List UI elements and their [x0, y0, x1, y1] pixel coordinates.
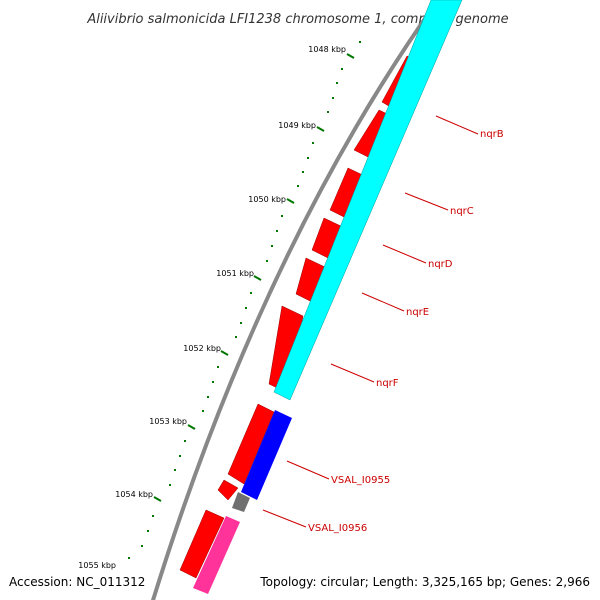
tick-minor [271, 245, 273, 247]
leader-line-nqrC [404, 192, 449, 211]
tick-minor [250, 292, 252, 294]
tick-major-1052 [220, 350, 229, 356]
tick-minor [332, 97, 334, 99]
leader-line-nqrB [435, 115, 479, 135]
pink-feature [193, 516, 240, 594]
tick-minor [147, 530, 149, 532]
blue-feature [241, 410, 292, 500]
tick-major-1050 [286, 198, 295, 204]
tick-minor [281, 215, 283, 217]
leader-line-VSAL_I0955 [286, 460, 330, 480]
tick-minor [217, 366, 219, 368]
tick-minor [276, 230, 278, 232]
gene-label-VSAL_I0956: VSAL_I0956 [308, 523, 367, 534]
tick-minor [128, 557, 130, 559]
tick-minor [302, 171, 304, 173]
leader-line-VSAL_I0956 [262, 509, 307, 528]
gene-label-nqrF: nqrF [376, 378, 399, 389]
tick-label-1052: 1052 kbp [183, 344, 221, 353]
tick-minor [184, 440, 186, 442]
tick-minor [266, 260, 268, 262]
tick-label-1048: 1048 kbp [308, 45, 346, 54]
tick-minor [341, 68, 343, 70]
gray-feature [232, 492, 250, 512]
tick-minor [297, 185, 299, 187]
leader-line-nqrF [330, 363, 375, 383]
tick-minor [174, 469, 176, 471]
tick-label-1053: 1053 kbp [149, 417, 187, 426]
tick-marks: 1048 kbp 1049 kbp 1050 kbp 1051 kbp 1052… [78, 45, 355, 570]
tick-minor [327, 111, 329, 113]
tick-minor [312, 142, 314, 144]
tick-minor [336, 82, 338, 84]
tick-minor [240, 322, 242, 324]
gene-arrow-red-8 [227, 403, 275, 485]
accession-text: Accession: NC_011312 [9, 575, 145, 589]
tick-minor [179, 455, 181, 457]
gene-label-nqrB: nqrB [480, 129, 504, 140]
tick-label-1054: 1054 kbp [115, 490, 153, 499]
tick-label-1049: 1049 kbp [278, 121, 316, 130]
gene-label-nqrD: nqrD [428, 259, 453, 270]
tick-minor [152, 515, 154, 517]
reverse-cds-band [273, 0, 463, 401]
tick-minor [307, 157, 309, 159]
tick-minor [359, 41, 361, 43]
gene-arrow-red-9 [217, 479, 239, 501]
tick-minor [245, 307, 247, 309]
tick-minor [207, 396, 209, 398]
tick-major-1051 [253, 275, 262, 281]
tick-minor [141, 545, 143, 547]
gene-label-nqrE: nqrE [406, 307, 429, 318]
gene-labels: nqrB nqrC nqrD nqrE nqrF VSAL_I0955 VSAL… [262, 115, 504, 534]
tick-minor [169, 484, 171, 486]
gene-arrow-red-10 [179, 509, 225, 579]
tick-major-1048 [346, 53, 355, 59]
tick-minor [202, 410, 204, 412]
tick-minor [212, 381, 214, 383]
tick-label-1055: 1055 kbp [78, 561, 116, 570]
topology-text: Topology: circular; Length: 3,325,165 bp… [259, 575, 590, 589]
leader-line-nqrD [382, 244, 427, 264]
tick-major-1049 [316, 126, 325, 132]
tick-minor [235, 336, 237, 338]
backbone-line [151, 0, 440, 600]
tick-label-1051: 1051 kbp [216, 269, 254, 278]
tick-minor-dots [128, 41, 361, 559]
gene-label-VSAL_I0955: VSAL_I0955 [331, 475, 390, 486]
map-title: Aliivibrio salmonicida LFI1238 chromosom… [86, 12, 508, 27]
leader-line-nqrE [361, 292, 405, 312]
gene-label-nqrC: nqrC [450, 206, 474, 217]
tick-major-1053 [187, 424, 196, 430]
tick-major-1054 [153, 496, 162, 502]
tick-label-1050: 1050 kbp [248, 195, 286, 204]
